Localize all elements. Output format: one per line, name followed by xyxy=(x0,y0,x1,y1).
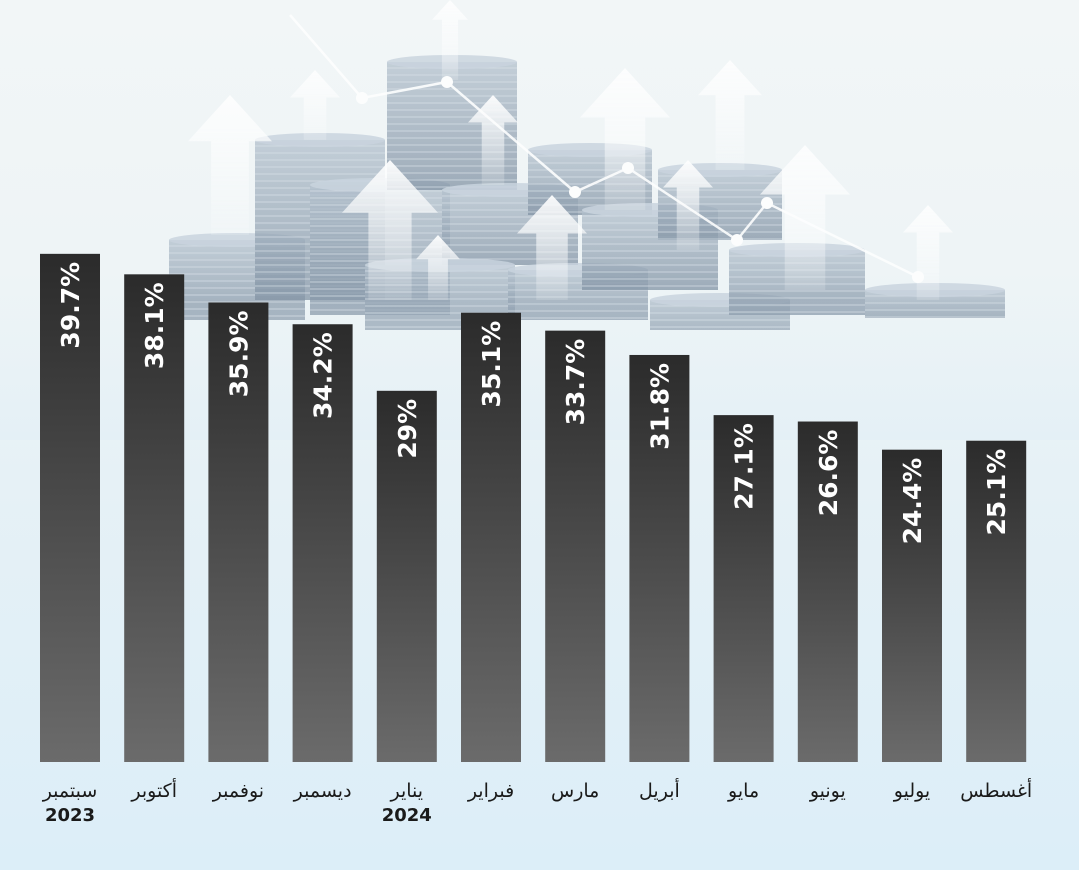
bar-value-label: 26.6% xyxy=(814,430,843,517)
category-label: سبتمبر xyxy=(42,780,98,802)
bar-value-label: 38.1% xyxy=(140,282,169,369)
year-label: 2023 xyxy=(45,805,95,826)
bar xyxy=(545,330,606,762)
trend-point xyxy=(761,197,773,209)
bar-value-label: 24.4% xyxy=(898,458,927,545)
coin-stacks-background xyxy=(169,0,1005,330)
arrow-up-icon xyxy=(580,68,670,210)
bar xyxy=(966,440,1027,762)
trend-point xyxy=(912,271,924,283)
category-label: أغسطس xyxy=(960,778,1032,802)
bar-value-label: 31.8% xyxy=(645,363,674,450)
bar xyxy=(208,302,269,762)
bar-value-label: 29% xyxy=(393,399,422,459)
category-label: مايو xyxy=(727,780,759,802)
bar xyxy=(629,354,690,762)
category-label: مارس xyxy=(551,780,599,802)
category-label: أكتوبر xyxy=(130,778,177,802)
arrow-up-icon xyxy=(698,60,762,170)
bar xyxy=(461,312,521,762)
bar xyxy=(292,324,353,762)
category-label: ديسمبر xyxy=(293,780,352,802)
arrow-up-icon xyxy=(290,70,340,140)
trend-point xyxy=(441,76,453,88)
trend-point xyxy=(622,162,634,174)
arrow-up-icon xyxy=(432,0,468,80)
bar-value-label: 35.9% xyxy=(224,310,253,397)
trend-point xyxy=(569,186,581,198)
trend-point xyxy=(356,92,368,104)
category-labels-layer: سبتمبر أكتوبر نوفمبر ديسمبر يناير فبراير مارس أ… xyxy=(42,778,1032,826)
arrow-up-icon xyxy=(760,145,850,290)
category-label: نوفمبر xyxy=(212,780,264,802)
category-label: أبريل xyxy=(639,778,680,802)
bar-value-label: 39.7% xyxy=(56,262,85,349)
category-label: فبراير xyxy=(467,780,514,802)
bar xyxy=(40,253,100,762)
bar xyxy=(797,421,858,762)
bar xyxy=(713,415,774,762)
arrow-up-icon xyxy=(663,160,713,250)
bar xyxy=(376,390,437,762)
category-label: يوليو xyxy=(893,780,930,802)
trend-line xyxy=(289,14,919,279)
bar-value-label: 35.1% xyxy=(477,321,506,408)
bar-value-label: 33.7% xyxy=(561,339,590,426)
bars-layer: 39.7% 38.1% 35.9% 34.2% 29% 35.1% 33.7% 31.8% 27… xyxy=(40,253,1027,762)
arrow-up-icon xyxy=(416,235,460,300)
bar xyxy=(124,274,185,762)
bar-value-label: 25.1% xyxy=(982,449,1011,536)
arrow-up-icon xyxy=(188,95,272,235)
bar-value-label: 34.2% xyxy=(309,332,338,419)
year-label: 2024 xyxy=(382,805,432,826)
arrow-up-icon xyxy=(342,160,438,300)
bar xyxy=(882,449,942,762)
arrow-up-icon xyxy=(517,195,587,300)
bar-value-label: 27.1% xyxy=(730,423,759,510)
category-label: يناير xyxy=(390,780,424,802)
trend-point xyxy=(731,234,743,246)
arrow-up-icon xyxy=(468,95,518,185)
category-label: يونيو xyxy=(809,780,846,802)
arrow-up-icon xyxy=(903,205,953,300)
